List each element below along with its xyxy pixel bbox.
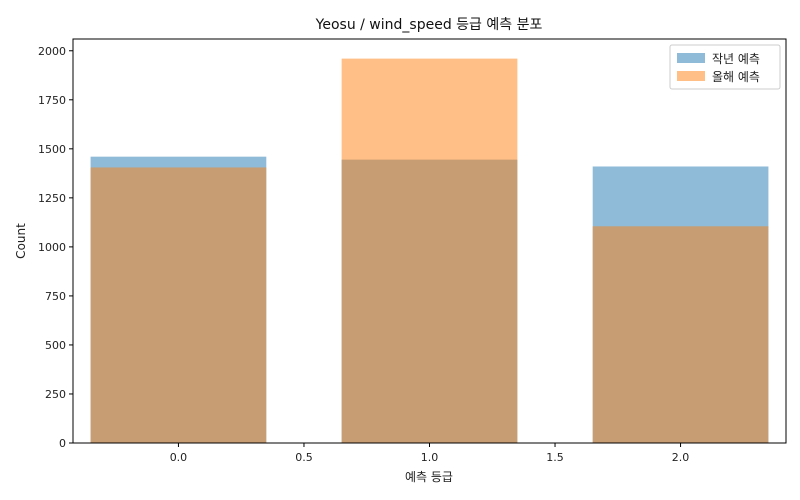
y-tick-label: 1250 — [38, 192, 66, 205]
y-tick-label: 2000 — [38, 45, 66, 58]
y-tick-label: 1000 — [38, 241, 66, 254]
legend-swatch — [677, 71, 705, 81]
y-tick-label: 750 — [45, 290, 66, 303]
plot-bars — [90, 58, 769, 444]
legend-label: 작년 예측 — [712, 52, 760, 66]
x-tick-label: 0.0 — [170, 451, 188, 464]
x-tick-label: 1.0 — [421, 451, 439, 464]
x-axis-ticks: 0.0 0.5 1.0 1.5 2.0 — [170, 443, 690, 464]
y-tick-label: 1750 — [38, 94, 66, 107]
x-tick-label: 2.0 — [672, 451, 690, 464]
bar-series-1-cat-0 — [90, 167, 267, 444]
x-axis-label: 예측 등급 — [405, 470, 453, 484]
y-tick-label: 0 — [59, 437, 66, 450]
bar-series-1-cat-1 — [341, 58, 518, 444]
chart-title: Yeosu / wind_speed 등급 예측 분포 — [315, 17, 543, 33]
x-tick-label: 0.5 — [295, 451, 313, 464]
y-tick-label: 250 — [45, 388, 66, 401]
y-axis-label: Count — [14, 223, 28, 259]
legend-label: 올해 예측 — [712, 70, 760, 84]
x-tick-label: 1.5 — [546, 451, 564, 464]
y-tick-label: 500 — [45, 339, 66, 352]
bar-series-1-cat-2 — [592, 226, 769, 443]
legend-swatch — [677, 53, 705, 63]
y-axis-ticks: 0 250 500 750 1000 1250 1500 1750 2000 — [38, 45, 73, 450]
y-tick-label: 1500 — [38, 143, 66, 156]
